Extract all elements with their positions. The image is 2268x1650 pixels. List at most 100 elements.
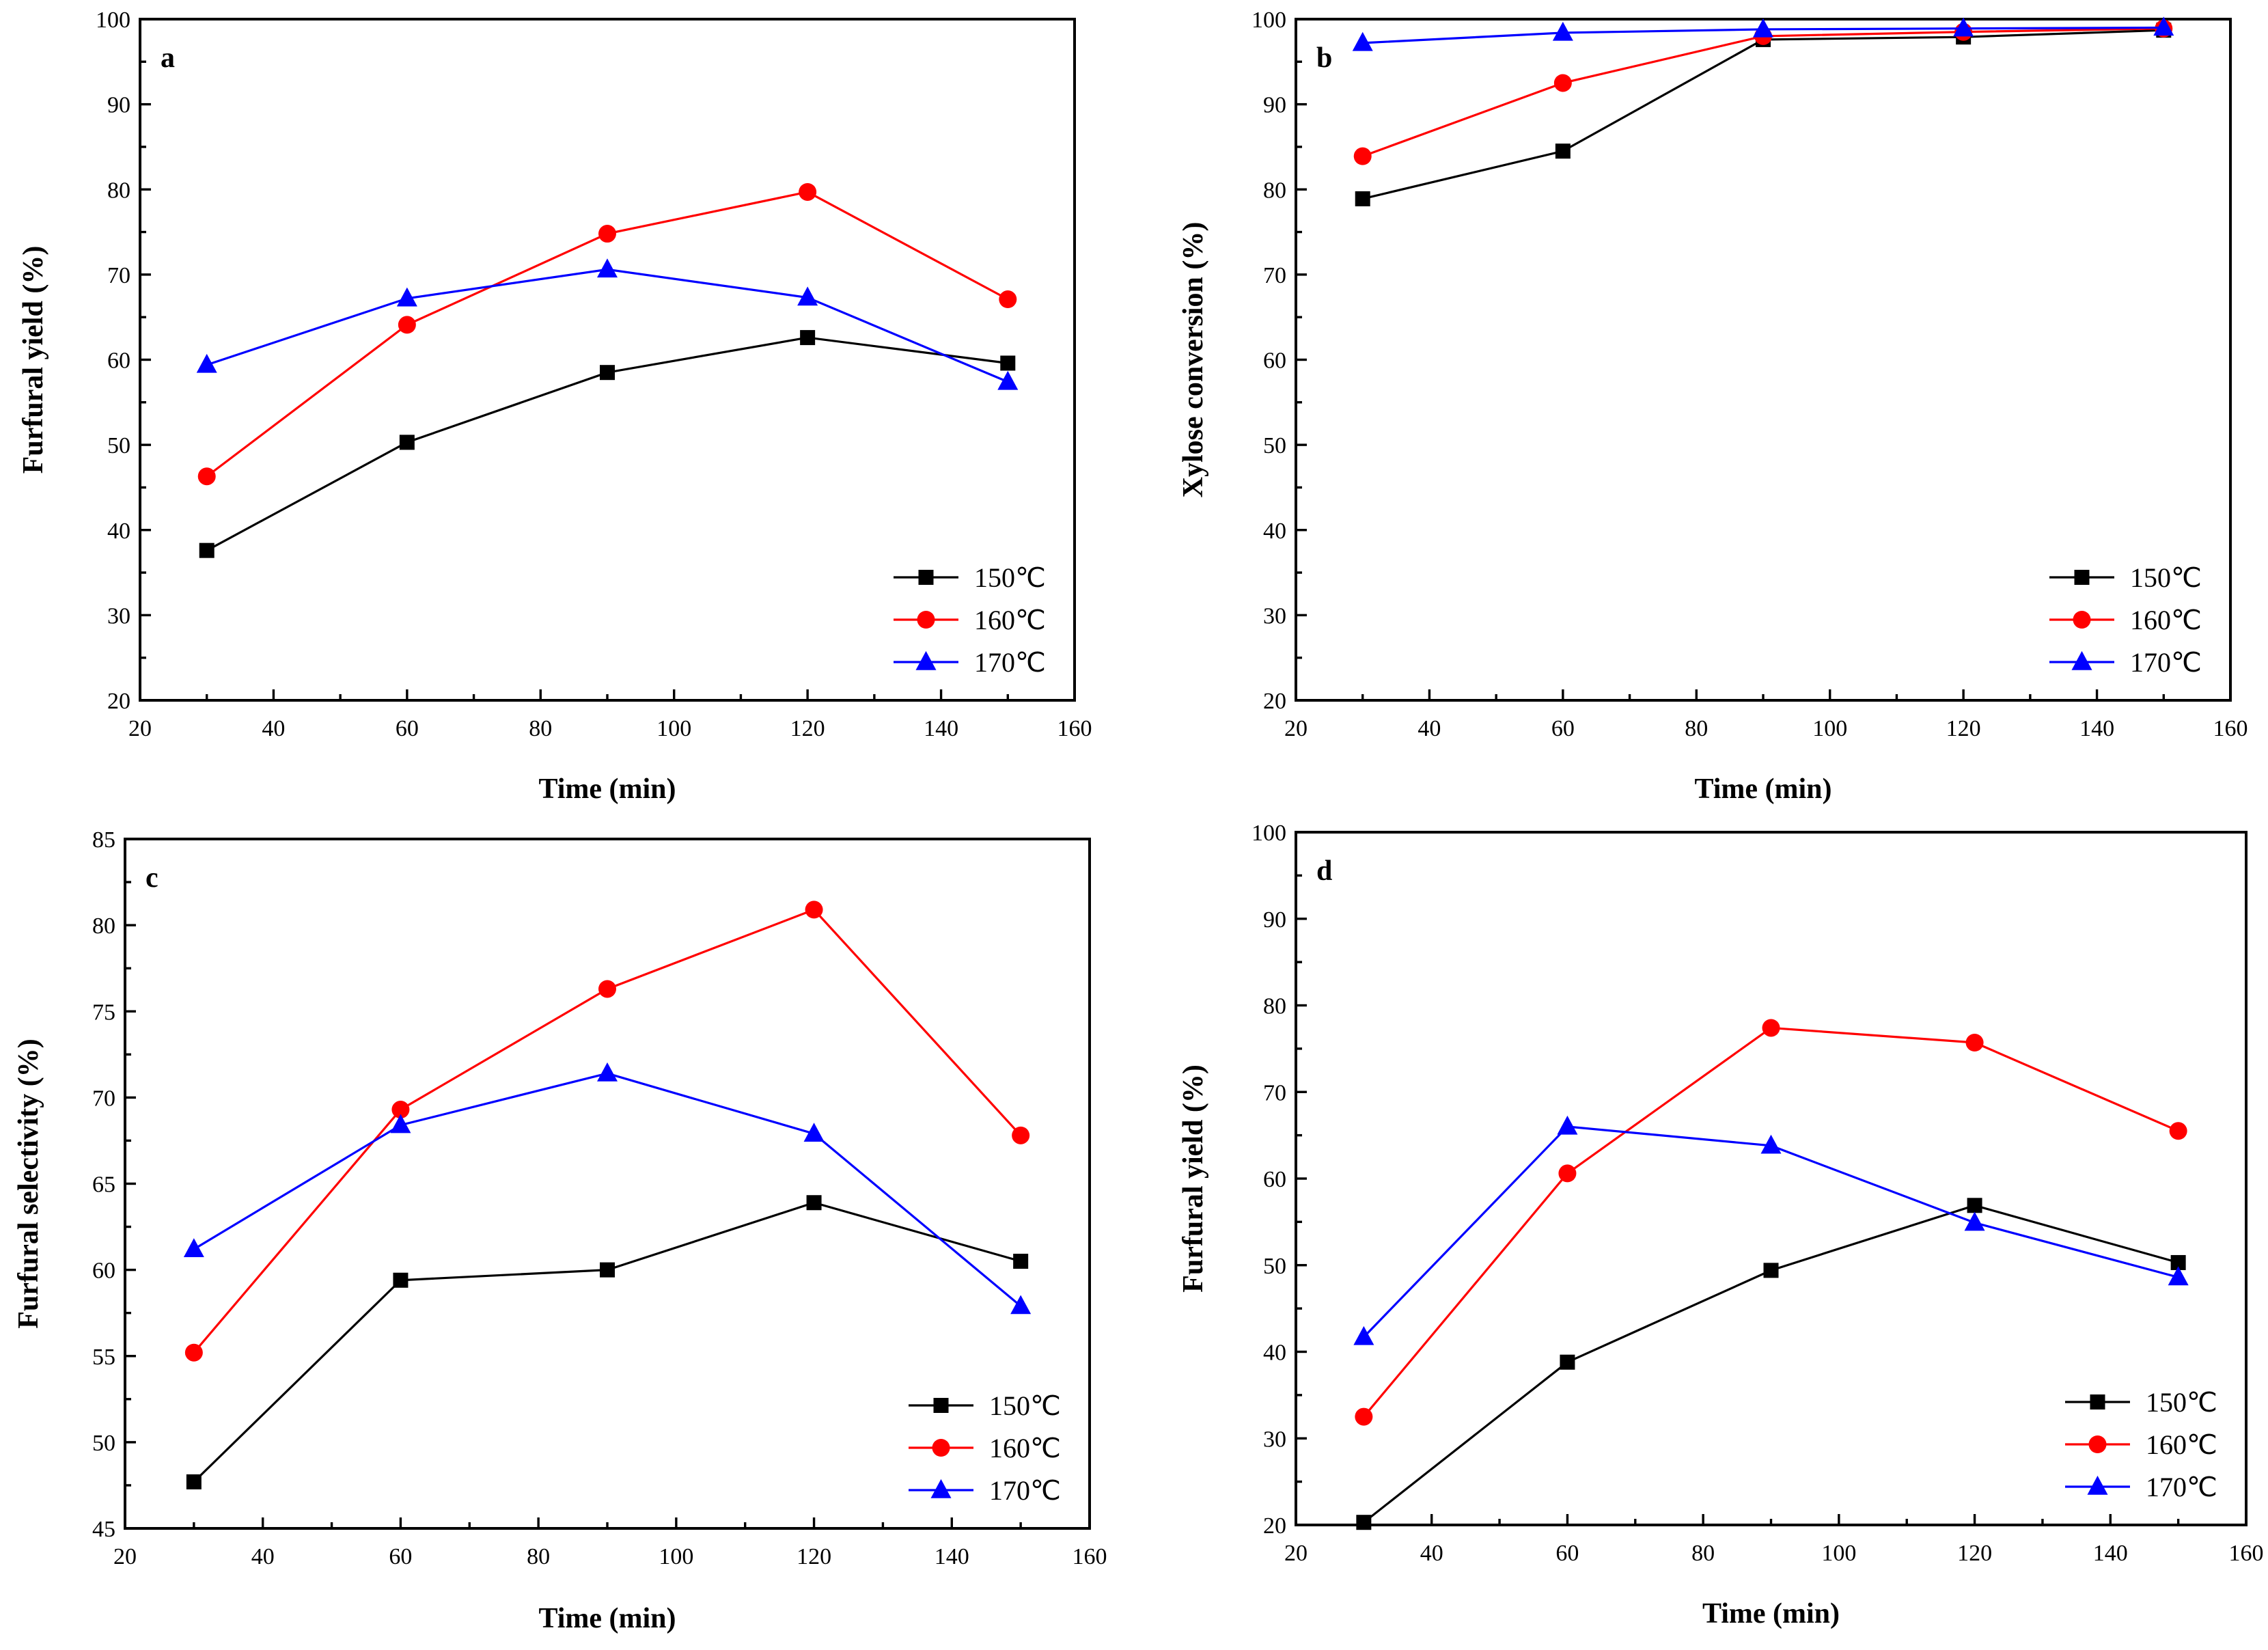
data-point: [1553, 74, 1572, 92]
data-point: [1355, 1407, 1373, 1426]
y-tick-label: 30: [107, 603, 130, 629]
y-tick-label: 70: [107, 263, 130, 288]
legend-label: 170℃: [974, 647, 1046, 678]
legend-marker: [2087, 1475, 2108, 1495]
data-point: [997, 370, 1019, 390]
y-axis-title: Xylose conversion (%): [1178, 222, 1209, 498]
data-point: [597, 1062, 618, 1082]
x-axis-title: Time (min): [538, 773, 676, 805]
x-tick-label: 140: [924, 716, 958, 741]
legend-marker: [930, 1479, 952, 1498]
x-tick-label: 120: [1957, 1541, 1992, 1566]
y-tick-label: 55: [92, 1345, 115, 1370]
y-tick-label: 20: [107, 689, 130, 714]
data-point: [1964, 1211, 1985, 1231]
x-tick-label: 40: [262, 716, 285, 741]
data-point: [1356, 1515, 1372, 1530]
data-point: [1013, 1254, 1029, 1269]
legend-marker: [933, 1398, 949, 1413]
panel-label: a: [161, 42, 175, 74]
y-tick-label: 50: [1263, 433, 1286, 458]
data-point: [1355, 191, 1370, 206]
data-point: [999, 290, 1017, 309]
x-tick-label: 20: [128, 716, 152, 741]
legend-label: 150℃: [974, 562, 1046, 593]
data-point: [797, 286, 818, 306]
legend-marker: [915, 650, 937, 670]
chart-panel-d: 20 40 60 80 100 120 140 160 20 30 40 50 60 70 80 90 100 T…: [1178, 821, 2264, 1630]
x-tick-label: 140: [2093, 1541, 2128, 1566]
data-point: [1558, 1164, 1577, 1183]
legend-marker: [2074, 570, 2090, 585]
y-tick-label: 85: [92, 827, 115, 853]
x-tick-label: 100: [656, 716, 691, 741]
legend-label: 170℃: [2130, 647, 2202, 678]
x-tick-label: 40: [1420, 1541, 1443, 1566]
x-tick-label: 140: [935, 1544, 969, 1569]
x-axis-title: Time (min): [1694, 773, 1831, 805]
y-tick-label: 90: [107, 93, 130, 118]
x-tick-label: 60: [389, 1544, 412, 1569]
y-tick-label: 100: [96, 8, 130, 33]
y-tick-label: 60: [1263, 348, 1286, 374]
legend-label: 150℃: [2130, 562, 2202, 593]
panel-label: d: [1316, 855, 1332, 887]
y-tick-label: 50: [107, 433, 130, 458]
y-tick-label: 30: [1263, 1427, 1286, 1452]
legend-label: 160℃: [2130, 605, 2202, 635]
data-point: [391, 1101, 410, 1119]
data-point: [2168, 1266, 2189, 1286]
y-tick-label: 80: [92, 913, 115, 939]
data-point: [803, 1123, 825, 1142]
y-tick-label: 60: [1263, 1167, 1286, 1192]
data-point: [1010, 1295, 1032, 1315]
data-point: [1557, 1115, 1578, 1135]
data-point: [183, 1238, 204, 1258]
data-point: [184, 1343, 203, 1362]
data-point: [1353, 147, 1372, 165]
legend-marker: [2090, 1394, 2105, 1410]
data-point: [1555, 143, 1571, 159]
x-axis-title: Time (min): [1702, 1598, 1840, 1630]
x-tick-label: 120: [790, 716, 825, 741]
data-point: [2169, 1122, 2187, 1140]
data-point: [1353, 1325, 1374, 1345]
data-point: [598, 980, 616, 998]
y-tick-label: 60: [107, 348, 130, 374]
data-point: [186, 1474, 202, 1489]
data-point: [398, 316, 416, 334]
data-point: [1000, 355, 1016, 371]
y-tick-label: 45: [92, 1517, 115, 1542]
legend-marker: [932, 1439, 950, 1457]
data-point: [597, 258, 618, 278]
y-tick-label: 20: [1263, 1513, 1286, 1539]
legend-marker: [918, 570, 934, 585]
data-point: [1763, 1263, 1779, 1278]
x-tick-label: 20: [1284, 716, 1308, 741]
data-point: [390, 1114, 411, 1133]
data-point: [600, 1262, 615, 1278]
data-point: [805, 900, 823, 919]
data-point: [1552, 21, 1573, 41]
x-tick-label: 80: [1685, 716, 1708, 741]
x-tick-label: 60: [1555, 1541, 1579, 1566]
y-tick-label: 50: [92, 1431, 115, 1456]
y-tick-label: 20: [1263, 689, 1286, 714]
legend-marker: [2071, 650, 2092, 670]
x-tick-label: 80: [529, 716, 552, 741]
chart-panel-a: 20 40 60 80 100 120 140 160 20 30 40 50 60 70 80 90 100 T…: [18, 8, 1092, 805]
y-tick-label: 40: [1263, 519, 1286, 544]
y-axis-title: Furfural yield (%): [1178, 1064, 1209, 1293]
panel-label: c: [146, 862, 158, 894]
y-tick-label: 50: [1263, 1254, 1286, 1279]
y-tick-label: 80: [1263, 178, 1286, 203]
chart-panel-b: 20 40 60 80 100 120 140 160 20 30 40 50 60 70 80 90 100 T…: [1178, 8, 2248, 805]
x-tick-label: 100: [1821, 1541, 1856, 1566]
y-tick-label: 60: [92, 1259, 115, 1284]
data-point: [1560, 1354, 1575, 1370]
y-tick-label: 40: [1263, 1340, 1286, 1366]
x-tick-label: 100: [659, 1544, 693, 1569]
x-tick-label: 80: [527, 1544, 550, 1569]
x-tick-label: 60: [1551, 716, 1575, 741]
